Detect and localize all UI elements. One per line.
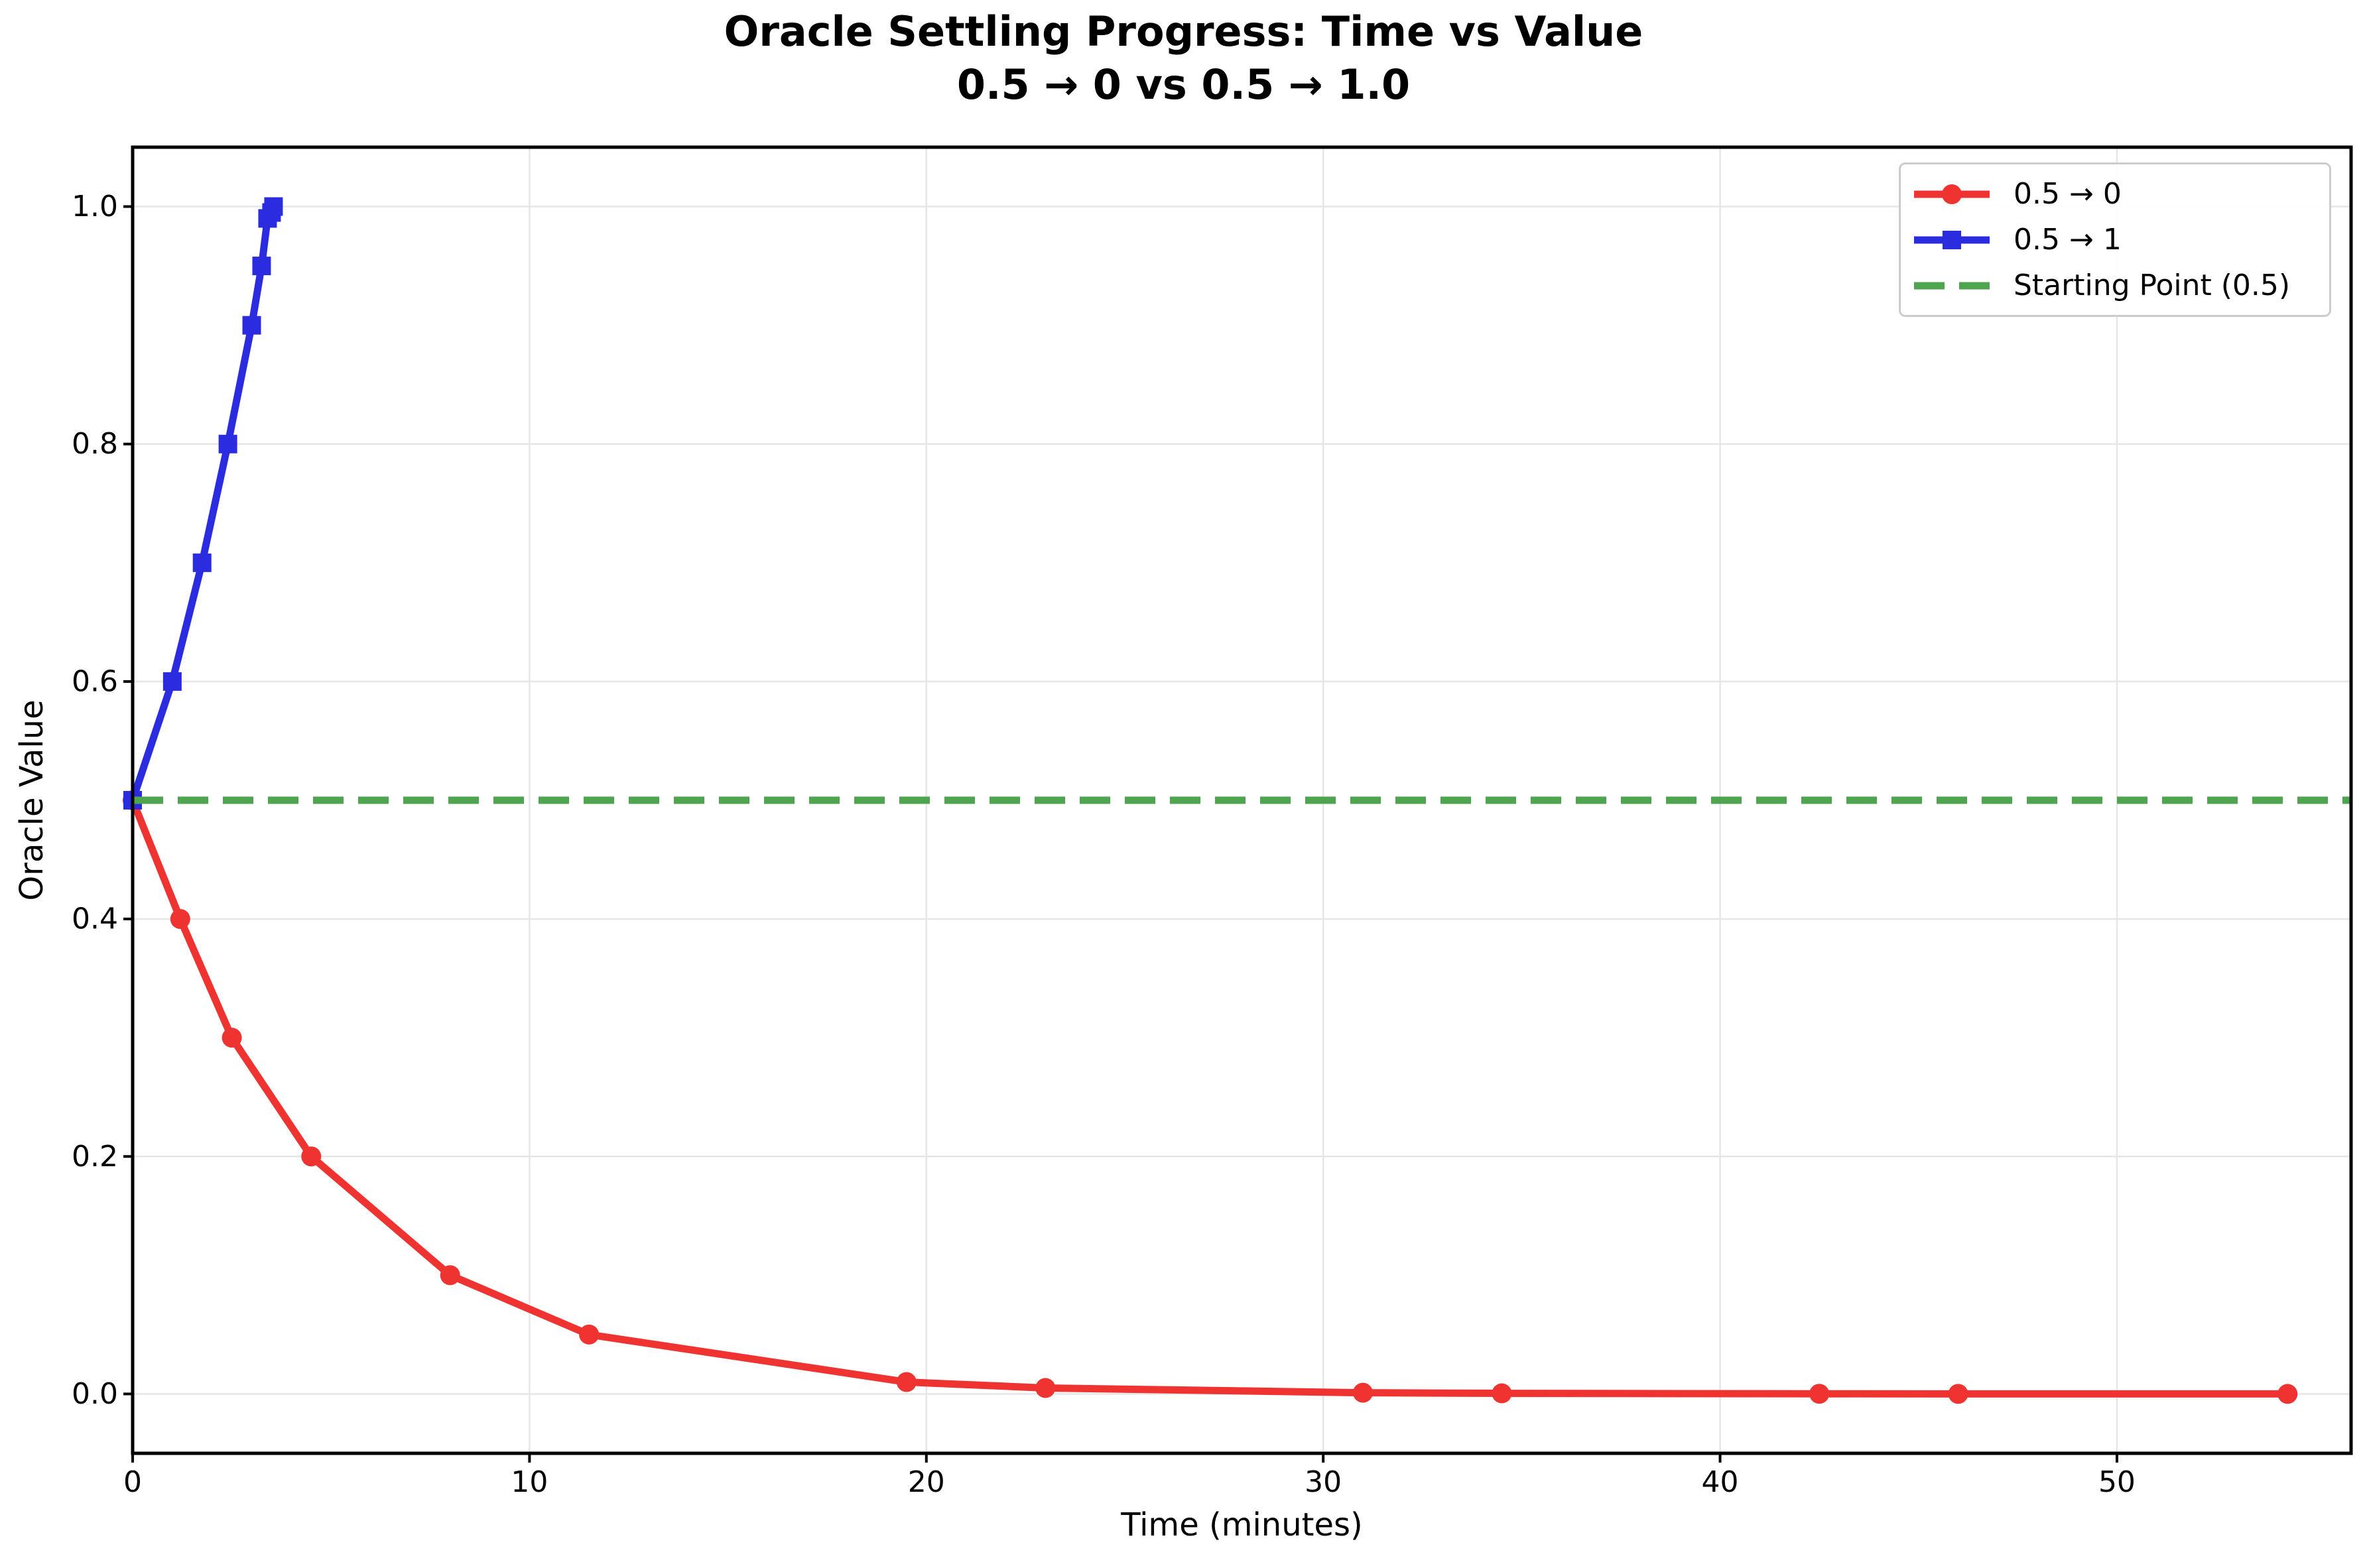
x-tick-label: 30: [1305, 1465, 1342, 1499]
axes-spines: [131, 145, 2353, 1455]
legend-item-series-1: 0.5 → 1: [1911, 218, 2323, 262]
chart-subtitle: 0.5 → 0 vs 0.5 → 1.0: [956, 60, 1411, 109]
x-tick-label: 40: [1702, 1465, 1739, 1499]
x-axis-label: Time (minutes): [1121, 1506, 1363, 1543]
y-axis-label: Oracle Value: [13, 699, 50, 901]
legend-label-hline: Starting Point (0.5): [2014, 269, 2291, 302]
y-tick-label: 0.2: [72, 1140, 118, 1174]
legend-label-series-1: 0.5 → 1: [2014, 223, 2122, 257]
data-point-marker: [440, 1265, 460, 1286]
data-point-marker: [170, 909, 190, 930]
data-point-marker: [1035, 1378, 1056, 1398]
data-point-marker: [579, 1324, 600, 1345]
data-point-marker: [1809, 1384, 1830, 1404]
legend-item-hline: Starting Point (0.5): [1911, 264, 2323, 308]
legend: 0.5 → 0 0.5 → 1 Starting Point (0.5): [1899, 162, 2331, 317]
y-tick-label: 0.4: [72, 902, 118, 936]
data-point-marker: [192, 553, 212, 572]
x-tick-label: 50: [2098, 1465, 2136, 1499]
data-point-marker: [896, 1372, 917, 1392]
data-point-marker: [162, 672, 182, 691]
x-tick-label: 20: [908, 1465, 945, 1499]
data-point-marker: [1948, 1384, 1968, 1404]
red-line-circle-swatch-icon: [1914, 184, 1990, 204]
data-point-marker: [242, 316, 261, 335]
y-tick-label: 1.0: [72, 190, 118, 223]
y-tick-label: 0.0: [72, 1377, 118, 1411]
data-point-marker: [218, 434, 237, 453]
chart-title: Oracle Settling Progress: Time vs Value: [724, 7, 1643, 56]
chart-title-block: Oracle Settling Progress: Time vs Value …: [0, 5, 2367, 111]
legend-item-series-0: 0.5 → 0: [1911, 172, 2323, 216]
data-point-marker: [1353, 1382, 1374, 1403]
data-point-marker: [222, 1028, 242, 1048]
x-tick-label: 0: [123, 1465, 142, 1499]
data-point-marker: [2277, 1384, 2298, 1404]
y-tick-label: 0.8: [72, 427, 118, 461]
data-point-marker: [252, 257, 271, 276]
data-point-marker: [264, 197, 283, 216]
x-tick-label: 10: [511, 1465, 548, 1499]
blue-line-square-swatch-icon: [1914, 230, 1990, 249]
y-tick-label: 0.6: [72, 664, 118, 698]
legend-label-series-0: 0.5 → 0: [2014, 177, 2122, 211]
green-dashed-swatch-icon: [1914, 282, 1990, 289]
data-point-marker: [1492, 1383, 1512, 1404]
data-point-marker: [301, 1146, 322, 1167]
